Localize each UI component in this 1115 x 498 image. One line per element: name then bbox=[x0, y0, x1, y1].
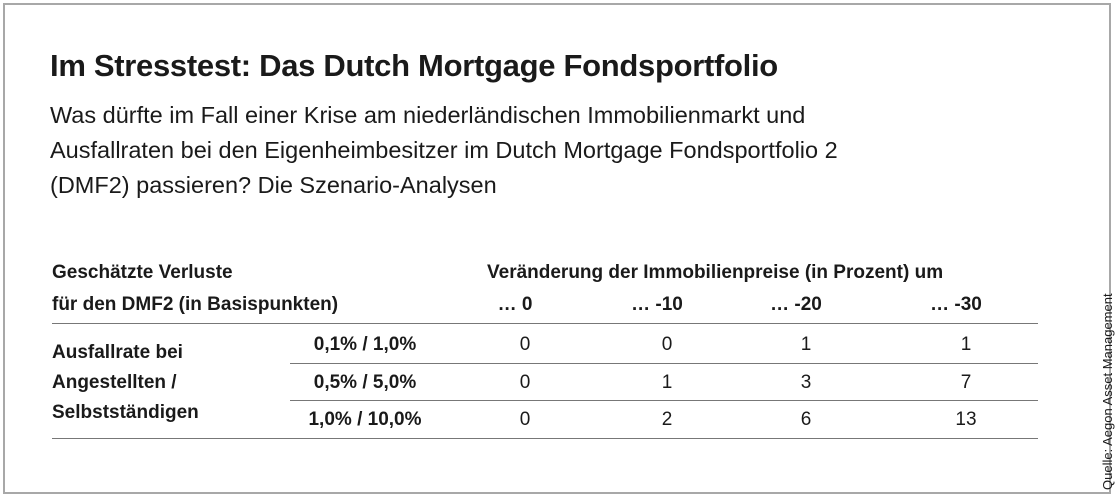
cell: 3 bbox=[800, 372, 812, 393]
left-header: für den DMF2 (in Basispunkten) bbox=[52, 294, 339, 315]
row-group-label: Selbstständigen bbox=[52, 402, 199, 423]
cell: 6 bbox=[800, 409, 812, 430]
source: Quelle: Aegon Asset Management bbox=[1100, 293, 1115, 490]
cell: 0 bbox=[661, 334, 673, 355]
rule bbox=[52, 323, 1038, 324]
rule bbox=[290, 363, 1038, 364]
cell: 13 bbox=[955, 409, 977, 430]
subtitle: Was dürfte im Fall einer Krise am nieder… bbox=[50, 102, 806, 128]
column-label: … -20 bbox=[770, 294, 822, 315]
row-label: 0,1% / 1,0% bbox=[313, 334, 417, 355]
row-group-label: Angestellten / bbox=[52, 372, 177, 393]
cell: 0 bbox=[519, 334, 531, 355]
cell: 0 bbox=[519, 372, 531, 393]
column-label: … 0 bbox=[497, 294, 533, 315]
left-header: Geschätzte Verluste bbox=[52, 262, 233, 283]
row-label: 0,5% / 5,0% bbox=[313, 372, 417, 393]
cell: 0 bbox=[519, 409, 531, 430]
rule bbox=[290, 400, 1038, 401]
cell: 1 bbox=[800, 334, 812, 355]
subtitle: (DMF2) passieren? Die Szenario-Analysen bbox=[50, 172, 497, 198]
row-label: 1,0% / 10,0% bbox=[308, 409, 422, 430]
cell: 1 bbox=[960, 334, 972, 355]
subtitle: Ausfallraten bei den Eigenheimbesitzer i… bbox=[50, 137, 838, 163]
title: Im Stresstest: Das Dutch Mortgage Fondsp… bbox=[50, 48, 778, 83]
rule bbox=[52, 438, 1038, 439]
column-label: … -30 bbox=[930, 294, 982, 315]
cell: 7 bbox=[960, 372, 972, 393]
column-label: … -10 bbox=[631, 294, 683, 315]
column-header: Veränderung der Immobilienpreise (in Pro… bbox=[487, 262, 944, 283]
frame bbox=[3, 3, 1111, 494]
cell: 2 bbox=[661, 409, 673, 430]
cell: 1 bbox=[661, 372, 673, 393]
row-group-label: Ausfallrate bei bbox=[52, 342, 183, 363]
